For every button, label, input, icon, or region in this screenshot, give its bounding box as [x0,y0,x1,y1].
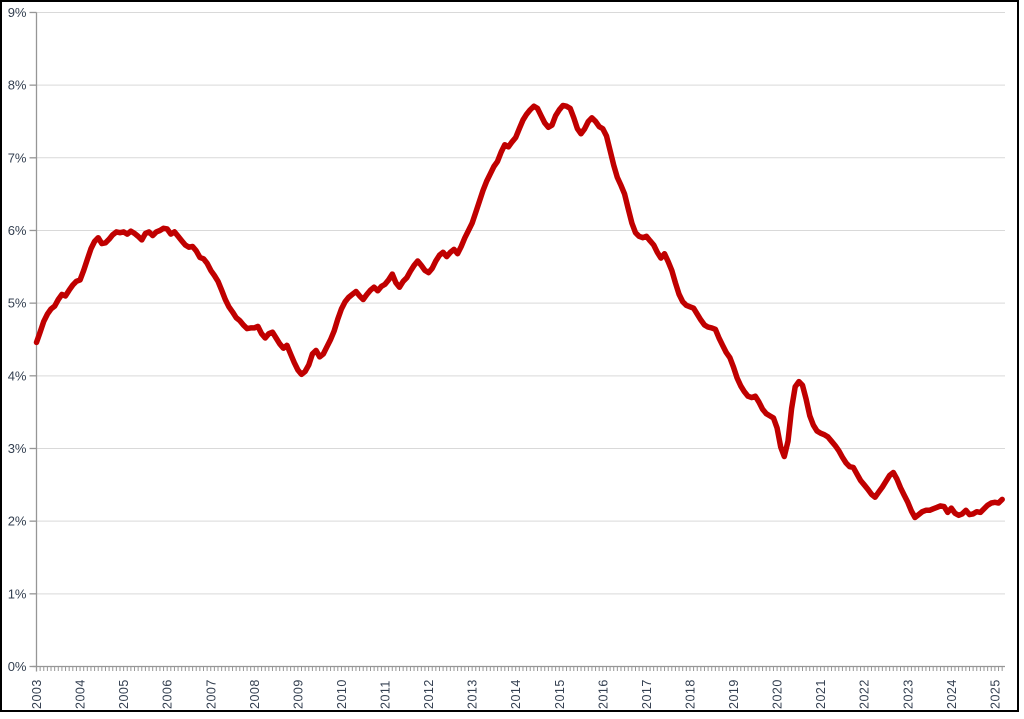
x-axis-label: 2005 [117,679,131,709]
axes [29,11,1005,672]
x-axis-label: 2009 [291,679,305,709]
x-axis-label: 2019 [727,679,741,709]
x-axis-label: 2017 [640,679,654,709]
y-axis-label: 4% [8,368,27,383]
x-axis-label: 2023 [901,679,915,709]
x-axis-label: 2021 [814,679,828,709]
x-axis-label: 2015 [553,679,567,709]
x-axis-label: 2003 [30,679,44,709]
x-axis-label: 2012 [422,679,436,709]
y-axis-label: 7% [8,150,27,165]
y-axis-label: 6% [8,223,27,238]
y-axis-label: 2% [8,514,27,529]
x-axis-label: 2008 [248,679,262,709]
y-axis-labels: 0% 1% 2% 3% 4% 5% 6% 7% 8% 9% [8,5,27,674]
x-axis-label: 2022 [858,679,872,709]
x-axis-label: 2004 [74,679,88,709]
x-axis-label: 2018 [683,679,697,709]
x-axis-label: 2010 [335,679,349,709]
y-axis-label: 8% [8,78,27,93]
y-axis-label: 9% [8,5,27,20]
y-axis-label: 1% [8,586,27,601]
x-axis-label: 2024 [945,679,959,709]
x-axis-label: 2007 [204,679,218,709]
x-axis-label: 2011 [379,680,393,709]
y-axis-label: 5% [8,296,27,311]
gridlines [36,11,1005,595]
x-axis-labels: 2003 2004 2005 2006 2007 2008 2009 2010 2011 2012… [30,679,1002,709]
y-axis-label: 3% [8,441,27,456]
x-axis-label: 2014 [509,679,523,709]
x-axis-label: 2025 [988,679,1002,709]
x-axis-label: 2006 [161,679,175,709]
x-axis-label: 2016 [596,679,610,709]
x-axis-label: 2020 [771,679,785,709]
x-axis-label: 2013 [466,679,480,709]
y-axis-label: 0% [8,659,27,674]
series-line [33,102,1005,521]
